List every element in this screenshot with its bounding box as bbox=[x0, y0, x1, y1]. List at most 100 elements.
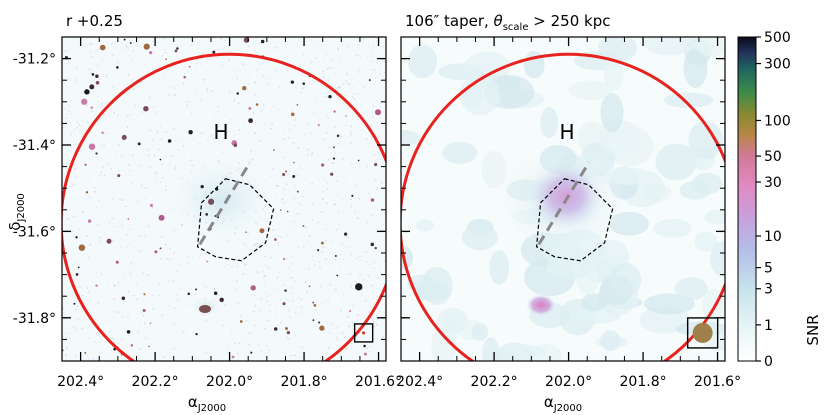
noise-pixel bbox=[278, 86, 281, 88]
optical-source bbox=[188, 129, 193, 135]
noise-pixel bbox=[356, 116, 358, 118]
noise-pixel bbox=[286, 257, 288, 260]
noise-pixel bbox=[90, 72, 92, 74]
noise-pixel bbox=[62, 236, 65, 239]
noise-pixel bbox=[283, 257, 285, 259]
optical-source bbox=[200, 184, 204, 189]
noise-pixel bbox=[164, 243, 167, 246]
noise-pixel bbox=[72, 235, 75, 237]
noise-pixel bbox=[355, 186, 357, 189]
noise-pixel bbox=[326, 181, 328, 184]
noise-pixel bbox=[126, 115, 128, 117]
noise-pixel bbox=[368, 311, 370, 313]
noise-pixel bbox=[270, 127, 272, 130]
noise-pixel bbox=[97, 302, 100, 304]
noise-pixel bbox=[87, 359, 89, 361]
noise-pixel bbox=[360, 37, 362, 39]
optical-source bbox=[188, 65, 191, 68]
noise-pixel bbox=[249, 332, 251, 334]
noise-pixel bbox=[352, 304, 354, 307]
noise-pixel bbox=[315, 57, 317, 59]
noise-pixel bbox=[265, 292, 267, 294]
noise-pixel bbox=[151, 206, 154, 209]
noise-pixel bbox=[254, 81, 256, 84]
noise-pixel bbox=[338, 143, 340, 145]
noise-pixel bbox=[100, 171, 103, 174]
noise-pixel bbox=[350, 198, 352, 200]
noise-pixel bbox=[117, 281, 120, 284]
noise-pixel bbox=[195, 62, 197, 65]
x-tick-label: 202.4° bbox=[396, 374, 443, 390]
noise-pixel bbox=[306, 123, 308, 125]
noise-pixel bbox=[384, 49, 386, 51]
noise-pixel bbox=[191, 257, 193, 259]
noise-pixel bbox=[277, 108, 280, 111]
noise-pixel bbox=[156, 173, 158, 175]
optical-source bbox=[245, 231, 247, 233]
radio-noise-patch bbox=[694, 231, 718, 252]
noise-pixel bbox=[344, 180, 346, 182]
noise-pixel bbox=[356, 54, 359, 57]
noise-pixel bbox=[373, 326, 375, 328]
optical-source bbox=[137, 142, 141, 146]
noise-pixel bbox=[382, 335, 384, 338]
optical-source bbox=[293, 161, 295, 164]
noise-pixel bbox=[300, 92, 302, 94]
noise-pixel bbox=[360, 104, 362, 107]
noise-pixel bbox=[245, 320, 248, 322]
title-right: 106″ taper, θscale > 250 kpc bbox=[405, 12, 610, 33]
noise-pixel bbox=[271, 123, 273, 125]
noise-pixel bbox=[125, 205, 127, 208]
noise-pixel bbox=[173, 168, 176, 170]
noise-pixel bbox=[351, 205, 353, 207]
noise-pixel bbox=[80, 125, 83, 128]
noise-pixel bbox=[302, 245, 305, 247]
noise-pixel bbox=[97, 334, 100, 337]
radio-noise-patch bbox=[540, 106, 558, 139]
noise-pixel bbox=[311, 340, 313, 343]
noise-pixel bbox=[266, 295, 268, 297]
y-tick-label: -31.2° bbox=[13, 52, 56, 68]
noise-pixel bbox=[185, 101, 188, 103]
optical-source bbox=[127, 218, 130, 220]
noise-pixel bbox=[325, 240, 327, 242]
noise-pixel bbox=[127, 47, 129, 50]
noise-pixel bbox=[136, 38, 138, 41]
optical-source bbox=[142, 308, 146, 313]
noise-pixel bbox=[96, 224, 99, 226]
noise-pixel bbox=[300, 298, 303, 301]
noise-pixel bbox=[334, 258, 337, 261]
noise-pixel bbox=[327, 158, 330, 161]
optical-source bbox=[84, 163, 87, 166]
radio-noise-patch bbox=[663, 92, 714, 108]
noise-pixel bbox=[173, 307, 176, 310]
noise-pixel bbox=[361, 129, 363, 131]
noise-pixel bbox=[121, 49, 124, 52]
noise-pixel bbox=[323, 61, 326, 63]
noise-pixel bbox=[320, 286, 322, 288]
noise-pixel bbox=[274, 47, 276, 49]
noise-pixel bbox=[322, 246, 324, 249]
noise-pixel bbox=[139, 235, 141, 237]
noise-pixel bbox=[153, 155, 156, 157]
noise-pixel bbox=[128, 54, 131, 57]
noise-pixel bbox=[206, 88, 208, 90]
noise-pixel bbox=[350, 273, 352, 276]
noise-pixel bbox=[67, 104, 70, 107]
noise-pixel bbox=[368, 263, 371, 266]
optical-source bbox=[292, 174, 296, 178]
noise-pixel bbox=[252, 158, 254, 161]
noise-pixel bbox=[286, 70, 289, 72]
noise-pixel bbox=[168, 304, 170, 307]
optical-source bbox=[149, 51, 153, 55]
noise-pixel bbox=[326, 131, 328, 134]
radio-noise-patch bbox=[603, 54, 624, 91]
noise-pixel bbox=[72, 215, 75, 218]
noise-pixel bbox=[294, 125, 296, 128]
noise-pixel bbox=[171, 155, 174, 157]
noise-pixel bbox=[368, 193, 370, 195]
optical-source bbox=[363, 352, 367, 356]
noise-pixel bbox=[141, 111, 143, 113]
radio-halo-emission bbox=[528, 162, 604, 230]
noise-pixel bbox=[329, 332, 331, 334]
